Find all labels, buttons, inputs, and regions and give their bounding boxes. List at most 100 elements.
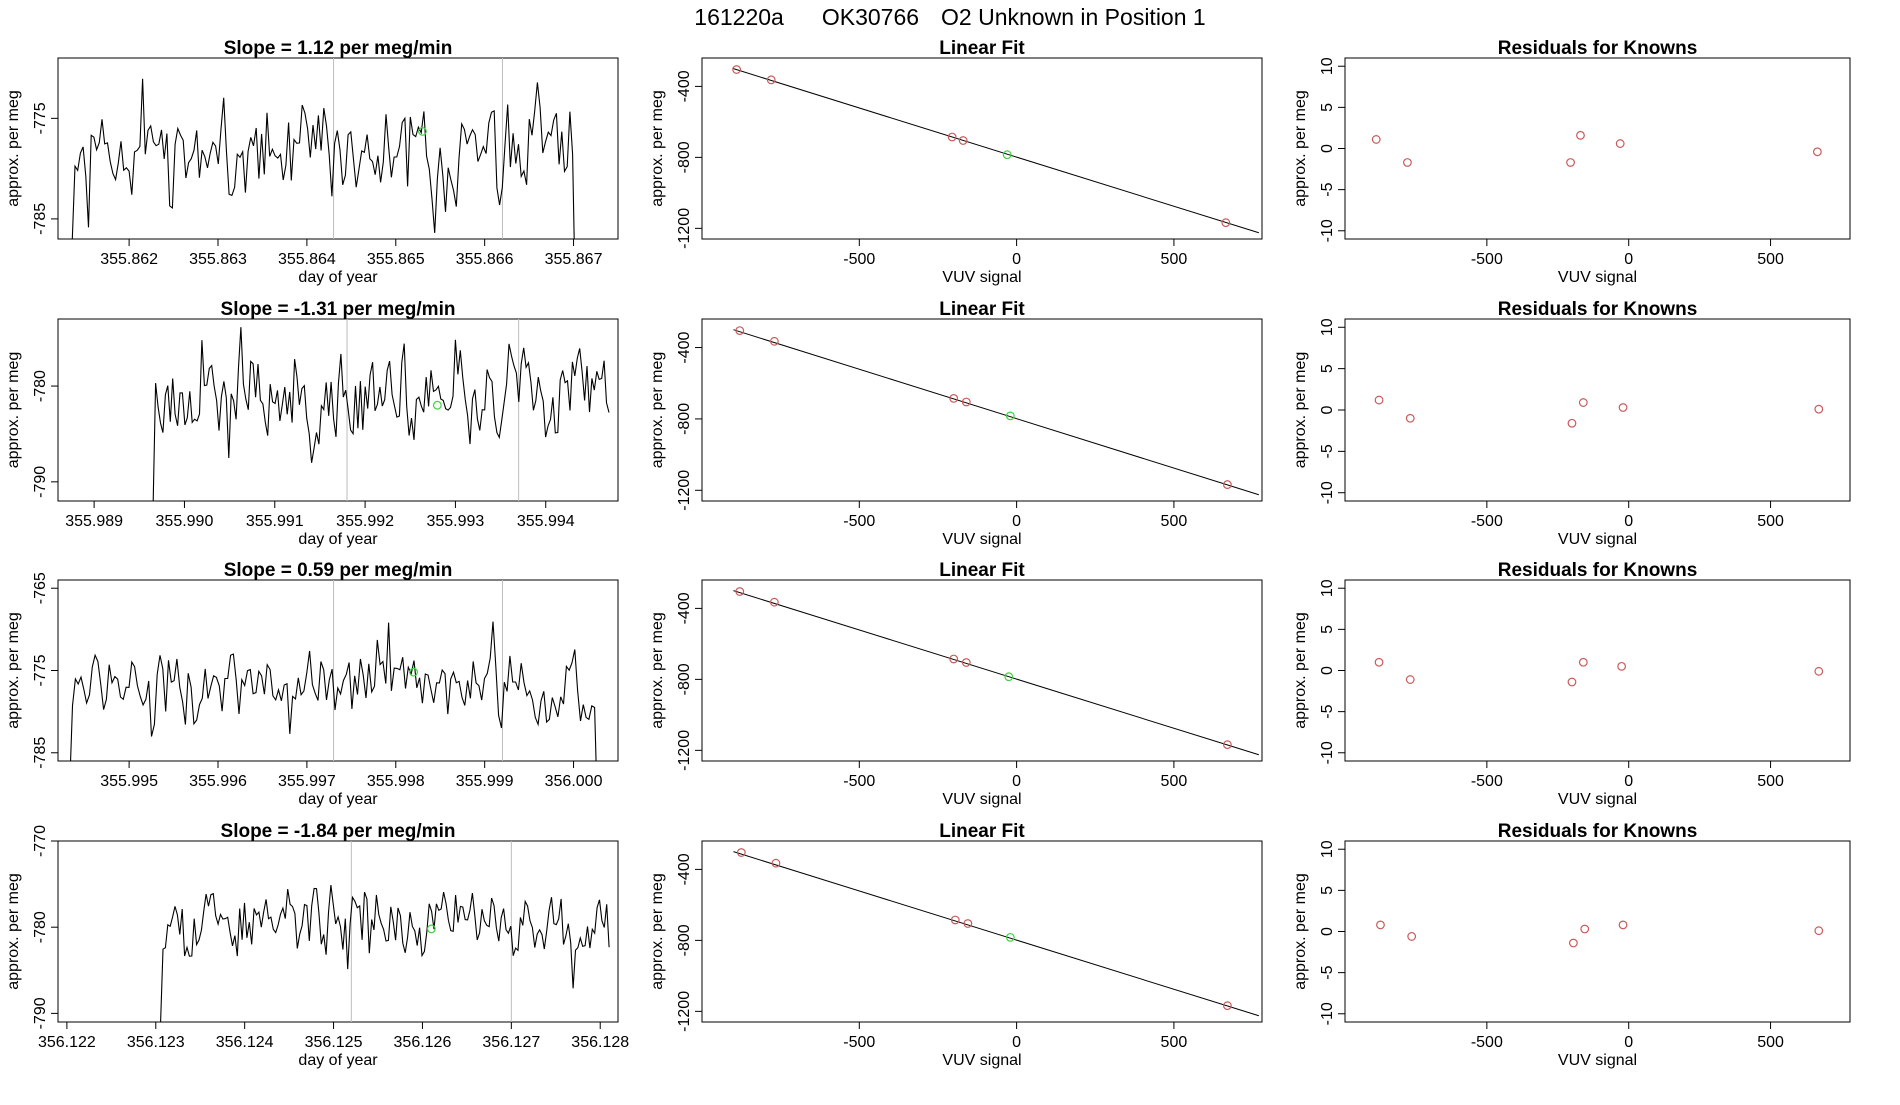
x-tick-label: 355.997	[278, 773, 336, 790]
x-tick-label: 0	[1624, 773, 1633, 790]
panel-1-2: Linear Fit -500 0 500 -400 -800 -1200 VUV signa…	[649, 38, 1263, 286]
known-point	[1403, 158, 1412, 167]
known-point	[732, 65, 742, 74]
y-tick-label: 0	[1319, 927, 1336, 936]
fit-line	[733, 68, 1260, 234]
x-tick-label: 500	[1757, 251, 1784, 268]
known-point	[1814, 666, 1824, 676]
panel-title: Slope = 1.12 per meg/min	[224, 38, 453, 59]
figure-title: 161220a OK30766 O2 Unknown in Position 1	[694, 4, 1205, 30]
x-axis-label: VUV signal	[1558, 531, 1637, 548]
y-axis-label: approx. per meg	[649, 352, 666, 469]
x-tick-label: 0	[1012, 773, 1021, 790]
x-axis-label: VUV signal	[1558, 791, 1637, 808]
x-tick-label: 355.989	[65, 513, 123, 530]
y-tick-label: -800	[676, 663, 693, 695]
y-tick-label: -400	[676, 331, 693, 363]
tank-id: OK30766	[822, 4, 919, 30]
y-axis-label: approx. per meg	[649, 873, 666, 990]
panel-title: Slope = -1.84 per meg/min	[221, 821, 456, 842]
known-point	[949, 394, 959, 403]
x-tick-label: 356.123	[127, 1034, 185, 1051]
x-tick-label: -500	[843, 513, 875, 530]
known-point	[1405, 413, 1415, 423]
panel-title: Linear Fit	[939, 299, 1025, 320]
data-series-line	[71, 78, 575, 239]
plot-frame	[1344, 57, 1851, 240]
x-tick-label: -500	[1471, 773, 1503, 790]
y-tick-label: -775	[32, 102, 49, 134]
y-tick-label: 0	[1319, 405, 1336, 414]
x-tick-label: 500	[1161, 251, 1188, 268]
y-tick-label: 10	[1319, 318, 1336, 336]
x-tick-label: 356.127	[482, 1034, 540, 1051]
x-tick-label: -500	[1471, 513, 1503, 530]
known-point	[963, 919, 973, 928]
known-point	[735, 326, 745, 335]
known-point	[1618, 403, 1628, 412]
data-series-line	[70, 621, 597, 761]
known-point	[1222, 740, 1232, 750]
x-axis-label: VUV signal	[942, 531, 1021, 548]
known-point	[958, 136, 968, 145]
known-point	[1371, 135, 1381, 144]
fit-line	[733, 329, 1260, 496]
x-tick-label: 355.992	[336, 513, 394, 530]
y-tick-label: -790	[32, 466, 49, 498]
x-tick-label: 0	[1012, 1034, 1021, 1051]
y-tick-label: -400	[676, 853, 693, 885]
x-tick-label: 355.863	[189, 251, 247, 268]
y-tick-label: -10	[1319, 1002, 1336, 1025]
y-tick-label: 5	[1319, 364, 1336, 373]
mean-marker-point	[418, 127, 427, 136]
y-tick-label: -765	[32, 572, 49, 604]
x-tick-label: 355.998	[367, 773, 425, 790]
x-tick-label: 500	[1757, 773, 1784, 790]
y-tick-label: -780	[32, 911, 49, 943]
y-tick-label: -785	[32, 203, 49, 235]
x-tick-label: 355.993	[426, 513, 484, 530]
panel-4-1: Slope = -1.84 per meg/min 356.122 356.123 3…	[5, 821, 629, 1069]
x-tick-label: 500	[1757, 1034, 1784, 1051]
x-tick-label: 500	[1757, 513, 1784, 530]
unknown-point	[1004, 672, 1014, 682]
x-axis-label: VUV signal	[1558, 1052, 1637, 1069]
y-tick-label: 0	[1319, 666, 1336, 675]
x-tick-label: 0	[1624, 251, 1633, 268]
y-axis-label: approx. per meg	[1292, 90, 1309, 207]
known-point	[1576, 130, 1585, 140]
x-tick-label: 356.000	[545, 773, 603, 790]
panel-title: Linear Fit	[939, 821, 1025, 842]
known-point	[1578, 657, 1588, 667]
known-point	[1567, 677, 1577, 687]
panel-2-3: Residuals for Knowns -500 0 500 10 5 0 -5 -10 VUV…	[1292, 299, 1851, 548]
plot-frame	[57, 579, 619, 762]
panel-2-2: Linear Fit -500 0 500 -400 -800 -1200 VUV signa…	[649, 299, 1263, 548]
known-point	[1568, 938, 1578, 948]
y-tick-label: -1200	[676, 991, 693, 1032]
panel-4-2: Linear Fit -500 0 500 -400 -800 -1200 VUV signa…	[649, 821, 1263, 1069]
x-axis-label: day of year	[298, 791, 378, 808]
x-tick-label: 355.864	[278, 251, 336, 268]
x-axis-label: VUV signal	[942, 1052, 1021, 1069]
plot-frame	[1344, 840, 1851, 1023]
x-tick-label: -500	[843, 251, 875, 268]
x-tick-label: 0	[1012, 513, 1021, 530]
y-tick-label: -770	[32, 825, 49, 857]
unknown-point	[1005, 932, 1015, 942]
plot-frame	[1344, 579, 1851, 762]
known-point	[949, 654, 959, 664]
x-axis-label: VUV signal	[942, 791, 1021, 808]
known-point	[769, 597, 779, 607]
x-tick-label: 356.124	[216, 1034, 274, 1051]
x-axis-label: VUV signal	[942, 269, 1021, 286]
y-axis-label: approx. per meg	[5, 90, 22, 207]
known-point	[1618, 920, 1628, 930]
x-tick-label: -500	[843, 773, 875, 790]
y-axis-label: approx. per meg	[1292, 612, 1309, 729]
panel-title: Residuals for Knowns	[1498, 560, 1698, 581]
y-axis-label: approx. per meg	[649, 612, 666, 729]
known-point	[1812, 147, 1822, 157]
